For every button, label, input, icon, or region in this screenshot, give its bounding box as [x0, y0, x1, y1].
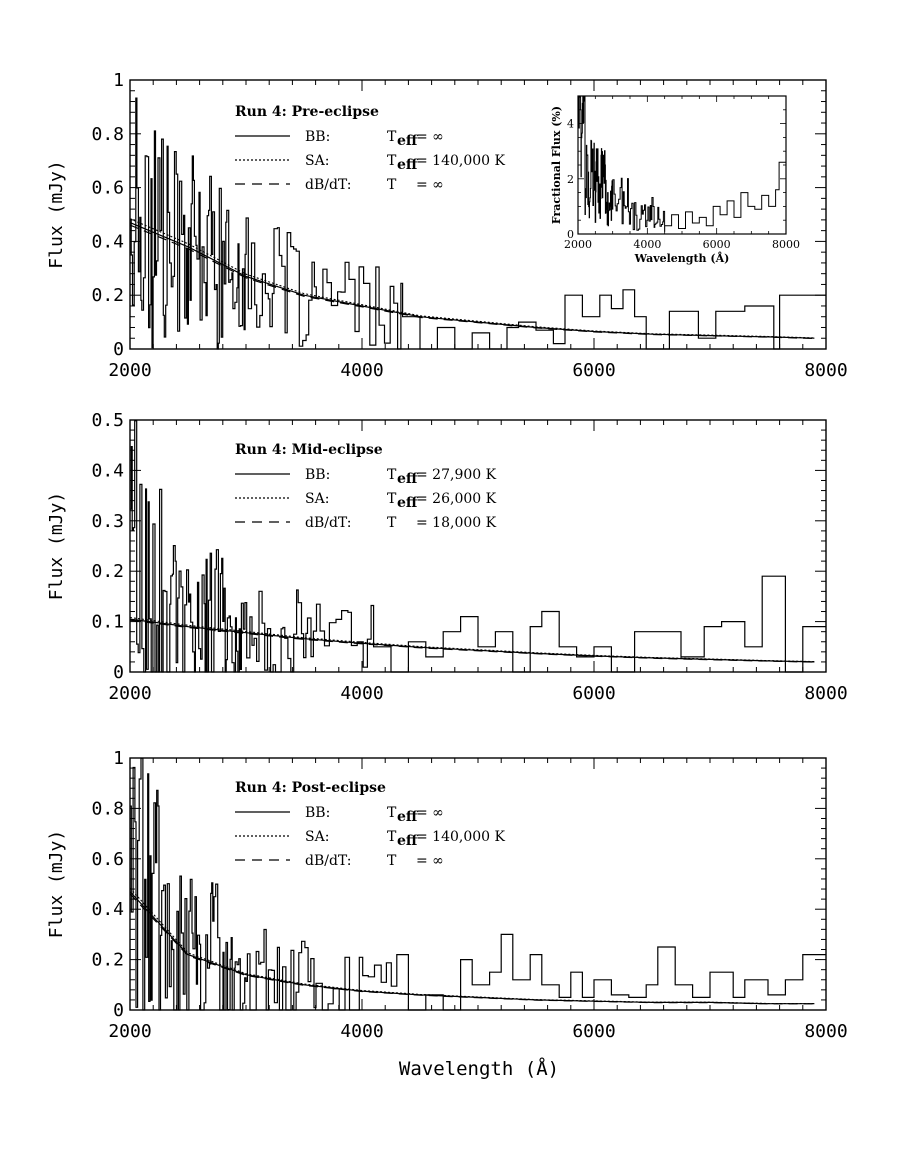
y-tick-label: 0: [113, 339, 124, 360]
y-axis-label: Flux (mJy): [46, 492, 67, 600]
x-tick-label: 8000: [804, 360, 847, 381]
inset-x-tick-label: 4000: [633, 238, 661, 251]
dbdt-model-line: [129, 224, 815, 340]
legend-entry-temp: T: [387, 467, 397, 483]
y-tick-label: 0.8: [91, 124, 124, 145]
inset-x-tick-label: 2000: [564, 238, 592, 251]
legend-entry-value: = 140,000 K: [416, 829, 506, 845]
y-tick-label: 0.1: [91, 612, 124, 633]
legend-entry-value: = 27,900 K: [416, 467, 497, 483]
legend-entry-name: dB/dT:: [305, 177, 351, 193]
legend-entry-subscript: eff: [397, 833, 419, 849]
pre-eclipse-panel: 2000 4000 6000 8000 0 0.2 0.4 0.6 0.8 1 Flux (mJy)…: [46, 70, 848, 381]
legend-entry-temp: T: [387, 829, 397, 845]
x-tick-label: 8000: [804, 1021, 847, 1042]
y-tick-label: 0.3: [91, 511, 124, 532]
inset-frame: [577, 95, 787, 235]
legend-entry-temp: T: [387, 177, 397, 193]
post-eclipse-panel: 2000 4000 6000 8000 0 0.2 0.4 0.6 0.8 1 Flux (mJy)…: [46, 748, 848, 1042]
sa-model-line: [129, 616, 815, 663]
legend-entry-name: BB:: [305, 129, 330, 145]
y-tick-label: 0.4: [91, 899, 124, 920]
legend-entry-value: = ∞: [416, 853, 444, 869]
y-axis-label: Flux (mJy): [46, 160, 67, 268]
x-tick-label: 2000: [108, 360, 151, 381]
x-tick-label: 4000: [340, 360, 383, 381]
legend-entry-value: = ∞: [416, 177, 444, 193]
sa-model-line: [129, 218, 815, 339]
legend-entry-subscript: eff: [397, 157, 419, 173]
legend-entry-name: SA:: [305, 153, 329, 169]
legend-entry-subscript: eff: [397, 133, 419, 149]
y-axis-label: Flux (mJy): [46, 830, 67, 938]
legend-entry-temp: T: [387, 491, 397, 507]
spectrum-histogram: [130, 97, 826, 350]
legend-entry-temp: T: [387, 153, 397, 169]
legend-entry-name: dB/dT:: [305, 853, 351, 869]
legend-entry-temp: T: [387, 129, 397, 145]
y-tick-label: 0.8: [91, 798, 124, 819]
y-tick-label: 0.2: [91, 561, 124, 582]
x-tick-label: 8000: [804, 683, 847, 704]
legend-entry-subscript: eff: [397, 495, 419, 511]
x-tick-label: 2000: [108, 683, 151, 704]
spectrum-histogram: [130, 757, 826, 1011]
legend-entry-name: BB:: [305, 805, 330, 821]
legend-entry-value: = 18,000 K: [416, 515, 497, 531]
legend-entry-name: SA:: [305, 829, 329, 845]
legend-entry-value: = ∞: [416, 129, 444, 145]
dbdt-model-line: [129, 619, 815, 663]
x-tick-label: 2000: [108, 1021, 151, 1042]
y-tick-label: 0.6: [91, 178, 124, 199]
legend-entry-name: dB/dT:: [305, 515, 351, 531]
y-tick-label: 0.5: [91, 410, 124, 431]
x-tick-label: 6000: [572, 360, 615, 381]
y-tick-label: 0.4: [91, 460, 124, 481]
legend-entry-name: BB:: [305, 467, 330, 483]
dbdt-model-line: [129, 893, 815, 1005]
sa-model-line: [129, 887, 815, 1005]
bb-model-line: [129, 618, 815, 663]
x-axis-label: Wavelength (Å): [399, 1057, 559, 1080]
y-tick-label: 0.2: [91, 285, 124, 306]
legend-entry-temp: T: [387, 515, 397, 531]
inset-fractional-flux-histogram: [578, 95, 786, 232]
inset-x-tick-label: 6000: [703, 238, 731, 251]
legend-entry-value: = 140,000 K: [416, 153, 506, 169]
y-tick-label: 0.4: [91, 231, 124, 252]
x-tick-label: 4000: [340, 1021, 383, 1042]
inset-y-tick-label: 2: [567, 173, 574, 186]
legend-entry-subscript: eff: [397, 809, 419, 825]
legend-entry-value: = 26,000 K: [416, 491, 497, 507]
legend-entry-subscript: eff: [397, 471, 419, 487]
legend-entry-value: = ∞: [416, 805, 444, 821]
spectrum-histogram: [130, 420, 826, 673]
legend-entry-temp: T: [387, 805, 397, 821]
y-tick-label: 1: [113, 70, 124, 91]
legend-entry-name: SA:: [305, 491, 329, 507]
y-tick-label: 0: [113, 662, 124, 683]
legend-title: Run 4: Pre-eclipse: [235, 104, 379, 120]
x-tick-label: 4000: [340, 683, 383, 704]
inset-y-tick-label: 4: [567, 118, 574, 131]
legend-entry-temp: T: [387, 853, 397, 869]
y-tick-label: 0.2: [91, 950, 124, 971]
y-tick-label: 1: [113, 748, 124, 769]
x-tick-label: 6000: [572, 1021, 615, 1042]
y-tick-label: 0: [113, 1000, 124, 1021]
y-tick-label: 0.6: [91, 849, 124, 870]
inset-y-label: Fractional Flux (%): [550, 106, 563, 224]
inset-x-tick-label: 8000: [772, 238, 800, 251]
inset-x-label: Wavelength (Å): [634, 251, 730, 265]
legend-title: Run 4: Mid-eclipse: [235, 442, 383, 458]
mid-eclipse-panel: 2000 4000 6000 8000 0 0.1 0.2 0.3 0.4 0.5 Flux (mJ…: [46, 410, 848, 704]
inset-y-tick-label: 0: [567, 228, 574, 241]
legend-title: Run 4: Post-eclipse: [235, 780, 386, 796]
x-tick-label: 6000: [572, 683, 615, 704]
